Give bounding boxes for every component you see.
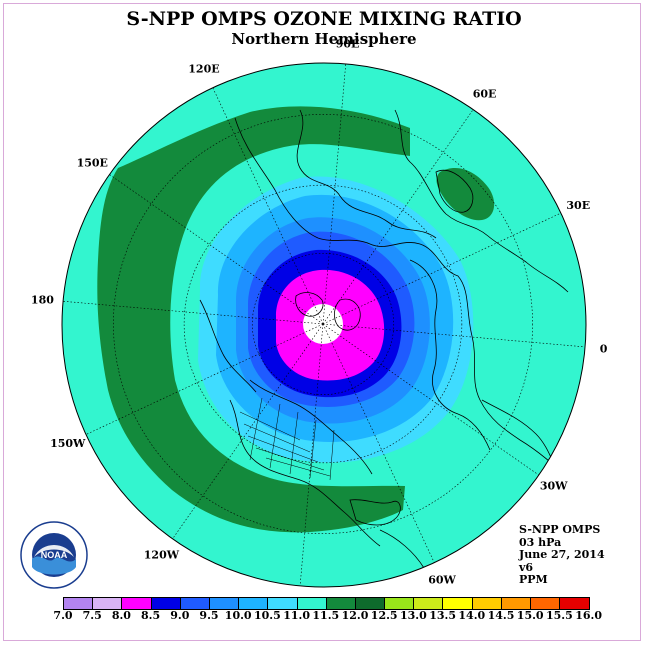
parallel-circle (113, 114, 533, 534)
map-title: S-NPP OMPS OZONE MIXING RATIO (126, 8, 522, 30)
meridian-line (322, 63, 349, 325)
info-date: June 27, 2014 (519, 548, 605, 561)
product-info: S-NPP OMPS 03 hPa June 27, 2014 v6 PPM (519, 523, 605, 587)
meridian-line (322, 323, 586, 350)
colorbar-swatch (560, 598, 590, 609)
colorbar-tick-label: 7.0 (53, 609, 73, 622)
colorbar-tick-label: 11.0 (283, 609, 310, 622)
colorbar-swatch (268, 598, 298, 609)
longitude-label: 30W (540, 480, 568, 493)
colorbar-swatch (297, 598, 327, 609)
parallel-circle (183, 184, 463, 464)
longitude-label: 90E (336, 37, 360, 50)
meridian-line (322, 87, 489, 325)
map-boundary (61, 62, 587, 588)
meridian-line (157, 323, 324, 561)
colorbar-swatch (239, 598, 269, 609)
meridian-line (62, 323, 324, 447)
longitude-label: 60W (428, 573, 456, 586)
map-subtitle: Northern Hemisphere (231, 30, 417, 48)
info-pressure-level: 03 hPa (519, 535, 562, 549)
colorbar-tick-label: 7.5 (82, 609, 102, 622)
meridian-line (297, 323, 324, 587)
meridian-line (86, 158, 324, 325)
meridian-line (322, 323, 560, 490)
noaa-logo: NOAA (20, 521, 88, 589)
colorbar-swatch (414, 598, 444, 609)
colorbar-tick-label: 11.5 (312, 609, 340, 622)
meridian-line (322, 201, 585, 325)
colorbar-tick-label: 12.5 (370, 609, 398, 622)
field-level-11-5-band (97, 106, 410, 533)
longitude-label: 120E (188, 63, 219, 76)
longitude-label: 120W (144, 549, 180, 562)
parallel-circle (251, 252, 395, 396)
longitude-label: 150E (77, 156, 108, 169)
longitude-labels: 90E60E30E030W60W90W120W150W180150E120E (31, 37, 608, 611)
colorbar-tick-label: 9.5 (199, 609, 219, 622)
colorbar-tick-label: 10.0 (224, 609, 252, 622)
colorbar-tick-label: 14.0 (458, 609, 486, 622)
meridian-line (322, 323, 446, 586)
colorbar-swatch (472, 598, 502, 609)
info-satellite: S-NPP OMPS (519, 523, 601, 536)
colorbar-swatch (93, 598, 123, 609)
north-america-borders (239, 397, 335, 481)
colorbar-tick-label: 10.5 (253, 609, 281, 622)
colorbar-swatch (385, 598, 415, 609)
colorbar-swatch (64, 598, 94, 609)
colorbar-swatch (122, 598, 152, 609)
longitude-label: 150W (50, 437, 86, 450)
colorbar-tick-label: 15.5 (545, 609, 573, 622)
colorbar-swatch (326, 598, 356, 609)
graticule (62, 63, 586, 587)
field-level-11-5-patch (436, 168, 495, 221)
colorbar-tick-label: 8.0 (111, 609, 131, 622)
longitude-label: 30E (566, 199, 590, 212)
figure-frame (3, 3, 641, 641)
colorbar-swatch (501, 598, 531, 609)
colorbar-tick-label: 13.0 (399, 609, 427, 622)
colorbar-tick-label: 14.5 (487, 609, 515, 622)
colorbar-swatch (531, 598, 561, 609)
colorbar (63, 597, 591, 610)
colorbar-swatch (151, 598, 181, 609)
colorbar-tick-label: 15.0 (516, 609, 544, 622)
meridian-line (200, 63, 324, 325)
colorbar-tick-labels: 7.0 7.5 8.0 8.5 9.0 9.5 10.0 10.5 11.0 11.5 12.0 12… (53, 609, 602, 623)
colorbar-swatch (355, 598, 386, 609)
colorbar-tick-label: 12.0 (341, 609, 369, 622)
longitude-label: 60E (473, 87, 497, 100)
colorbar-swatch (209, 598, 240, 609)
meridian-line (62, 298, 324, 325)
colorbar-tick-label: 16.0 (575, 609, 602, 622)
ozone-field (62, 63, 586, 587)
colorbar-swatch (180, 598, 210, 609)
colorbar-swatch (443, 598, 473, 609)
colorbar-tick-label: 9.0 (170, 609, 190, 622)
colorbar-tick-label: 8.5 (141, 609, 161, 622)
noaa-logo-text: NOAA (41, 550, 68, 560)
colorbar-tick-label: 13.5 (429, 609, 456, 622)
info-version: v6 (519, 560, 534, 574)
longitude-label: 0 (600, 343, 608, 356)
info-unit: PPM (519, 573, 548, 586)
longitude-label: 180 (31, 293, 54, 306)
